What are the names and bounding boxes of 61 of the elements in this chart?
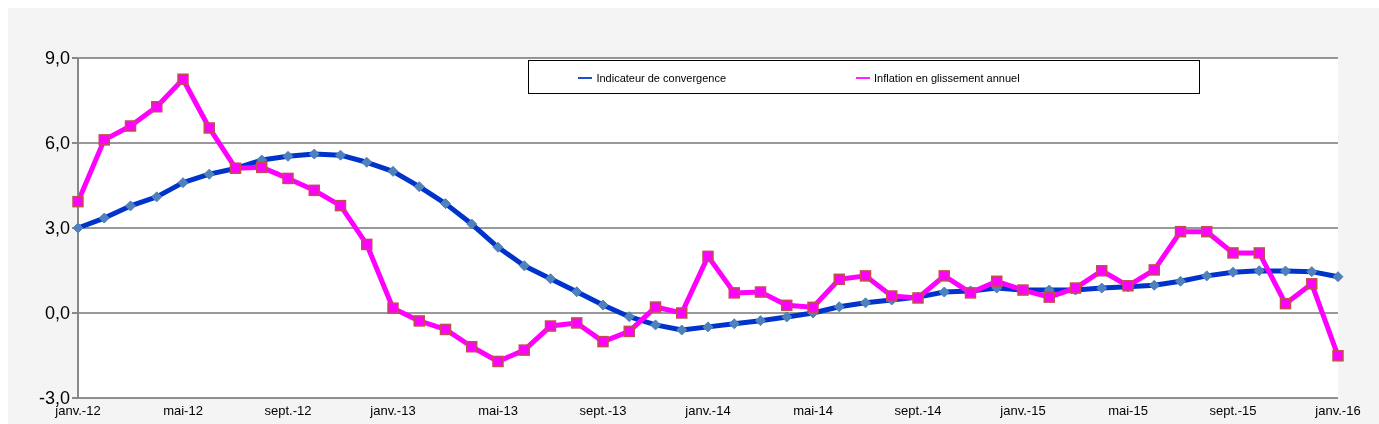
point xyxy=(833,273,845,286)
x-tick-label: sept.-15 xyxy=(1209,403,1257,419)
point xyxy=(544,320,557,332)
y-tick-label: 0,0 xyxy=(44,303,70,324)
point xyxy=(938,270,950,282)
point xyxy=(1096,265,1108,277)
point xyxy=(1227,247,1239,259)
point xyxy=(203,122,215,134)
x-tick-label: mai-13 xyxy=(478,403,518,419)
point xyxy=(361,238,373,251)
point xyxy=(308,184,320,197)
point xyxy=(991,275,1003,288)
point xyxy=(466,340,478,353)
point xyxy=(177,73,189,85)
point xyxy=(597,335,609,348)
point xyxy=(859,270,872,282)
point xyxy=(72,195,84,208)
point xyxy=(492,355,504,368)
point xyxy=(1174,225,1187,238)
point xyxy=(1306,278,1318,290)
point xyxy=(649,301,662,313)
point xyxy=(1279,297,1292,310)
x-tick-label: sept.-12 xyxy=(264,403,312,419)
point xyxy=(256,161,268,174)
point xyxy=(781,299,793,312)
point xyxy=(702,250,714,263)
point xyxy=(518,344,530,356)
point xyxy=(1253,247,1265,259)
point xyxy=(807,301,819,314)
x-tick-label: mai-15 xyxy=(1108,403,1148,419)
point xyxy=(282,172,294,185)
y-tick-label: 9,0 xyxy=(44,48,70,69)
point xyxy=(413,315,425,327)
point xyxy=(334,199,347,212)
x-tick-label: mai-14 xyxy=(793,403,833,419)
legend-label: Inflation en glissement annuel xyxy=(874,72,1020,84)
point xyxy=(623,325,635,338)
x-tick-label: sept.-13 xyxy=(579,403,627,419)
point xyxy=(98,134,110,146)
x-tick-label: janv.-15 xyxy=(999,403,1046,419)
point xyxy=(1148,264,1160,276)
x-tick-label: mai-12 xyxy=(163,403,203,419)
point xyxy=(124,120,137,132)
y-tick-label: 3,0 xyxy=(44,218,70,239)
point xyxy=(387,302,399,314)
point xyxy=(151,100,163,113)
point xyxy=(676,307,688,319)
x-tick-label: sept.-14 xyxy=(894,403,942,419)
point xyxy=(754,286,767,298)
y-tick-label: 6,0 xyxy=(44,133,70,154)
point xyxy=(439,323,452,336)
point xyxy=(886,290,898,302)
x-tick-label: janv.-14 xyxy=(684,403,731,419)
legend-label: Indicateur de convergence xyxy=(596,72,727,84)
point xyxy=(1043,291,1055,303)
x-tick-label: janv.-13 xyxy=(369,403,416,419)
point xyxy=(571,317,583,329)
x-tick-label: janv.-16 xyxy=(1314,403,1361,419)
point xyxy=(1201,225,1213,238)
point xyxy=(728,287,740,299)
point xyxy=(1332,350,1344,362)
